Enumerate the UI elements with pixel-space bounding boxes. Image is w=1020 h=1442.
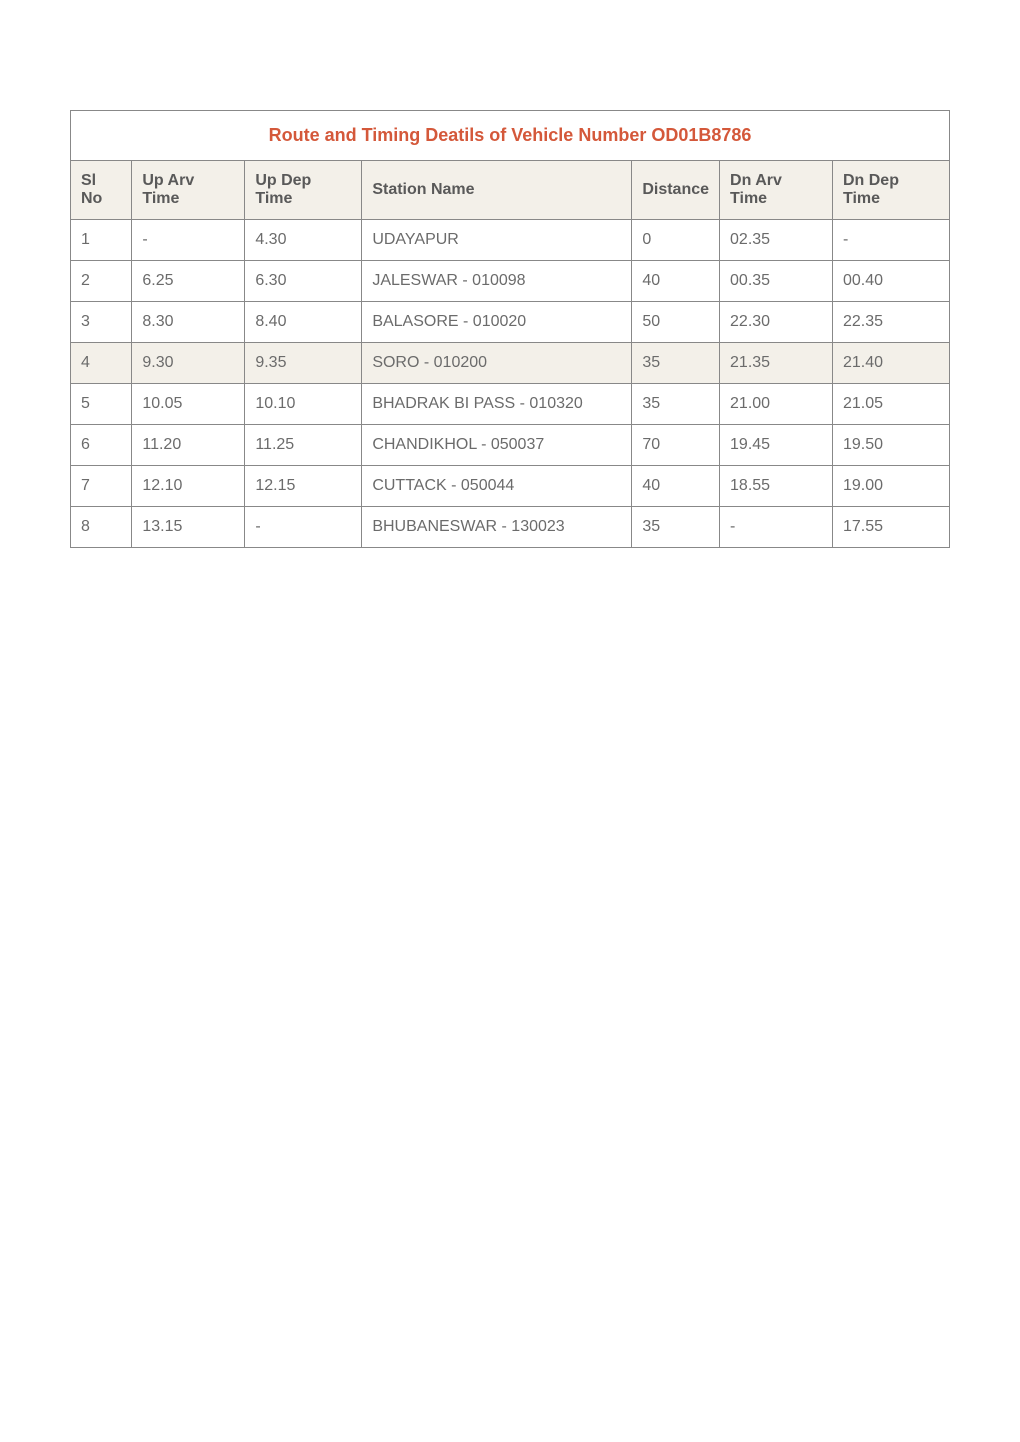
cell-dn_arv: 21.00 xyxy=(720,384,833,425)
table-row: 611.2011.25CHANDIKHOL - 0500377019.4519.… xyxy=(71,425,950,466)
cell-up_dep: - xyxy=(245,507,362,548)
cell-station: SORO - 010200 xyxy=(362,343,632,384)
cell-station: JALESWAR - 010098 xyxy=(362,261,632,302)
col-header-dn-arv: Dn Arv Time xyxy=(720,161,833,220)
col-header-distance: Distance xyxy=(632,161,720,220)
cell-station: CHANDIKHOL - 050037 xyxy=(362,425,632,466)
cell-sl: 5 xyxy=(71,384,132,425)
cell-distance: 0 xyxy=(632,220,720,261)
cell-sl: 7 xyxy=(71,466,132,507)
cell-up_arv: 11.20 xyxy=(132,425,245,466)
table-row: 813.15-BHUBANESWAR - 13002335-17.55 xyxy=(71,507,950,548)
cell-distance: 40 xyxy=(632,261,720,302)
table-row: 49.309.35SORO - 0102003521.3521.40 xyxy=(71,343,950,384)
cell-up_dep: 10.10 xyxy=(245,384,362,425)
cell-up_arv: 13.15 xyxy=(132,507,245,548)
cell-up_dep: 12.15 xyxy=(245,466,362,507)
cell-up_arv: 8.30 xyxy=(132,302,245,343)
table-row: 26.256.30JALESWAR - 0100984000.3500.40 xyxy=(71,261,950,302)
cell-sl: 4 xyxy=(71,343,132,384)
cell-distance: 50 xyxy=(632,302,720,343)
cell-up_arv: 10.05 xyxy=(132,384,245,425)
cell-dn_dep: 21.05 xyxy=(832,384,949,425)
table-title: Route and Timing Deatils of Vehicle Numb… xyxy=(71,111,950,161)
cell-dn_dep: 21.40 xyxy=(832,343,949,384)
cell-station: BALASORE - 010020 xyxy=(362,302,632,343)
route-timing-table: Route and Timing Deatils of Vehicle Numb… xyxy=(70,110,950,548)
col-header-dn-dep: Dn Dep Time xyxy=(832,161,949,220)
cell-station: UDAYAPUR xyxy=(362,220,632,261)
col-header-sl-no: Sl No xyxy=(71,161,132,220)
cell-sl: 1 xyxy=(71,220,132,261)
cell-dn_arv: 22.30 xyxy=(720,302,833,343)
cell-up_dep: 9.35 xyxy=(245,343,362,384)
header-row: Sl No Up Arv Time Up Dep Time Station Na… xyxy=(71,161,950,220)
cell-station: CUTTACK - 050044 xyxy=(362,466,632,507)
cell-up_dep: 11.25 xyxy=(245,425,362,466)
cell-up_arv: 6.25 xyxy=(132,261,245,302)
cell-dn_dep: 22.35 xyxy=(832,302,949,343)
cell-dn_arv: - xyxy=(720,507,833,548)
cell-dn_dep: 19.00 xyxy=(832,466,949,507)
cell-dn_dep: 17.55 xyxy=(832,507,949,548)
col-header-up-dep: Up Dep Time xyxy=(245,161,362,220)
cell-up_dep: 6.30 xyxy=(245,261,362,302)
cell-sl: 3 xyxy=(71,302,132,343)
cell-sl: 8 xyxy=(71,507,132,548)
cell-distance: 35 xyxy=(632,343,720,384)
cell-up_arv: - xyxy=(132,220,245,261)
col-header-up-arv: Up Arv Time xyxy=(132,161,245,220)
table-row: 510.0510.10BHADRAK BI PASS - 0103203521.… xyxy=(71,384,950,425)
cell-up_arv: 12.10 xyxy=(132,466,245,507)
cell-station: BHADRAK BI PASS - 010320 xyxy=(362,384,632,425)
cell-dn_arv: 19.45 xyxy=(720,425,833,466)
col-header-station: Station Name xyxy=(362,161,632,220)
table-row: 38.308.40BALASORE - 0100205022.3022.35 xyxy=(71,302,950,343)
table-row: 712.1012.15CUTTACK - 0500444018.5519.00 xyxy=(71,466,950,507)
cell-distance: 40 xyxy=(632,466,720,507)
cell-distance: 70 xyxy=(632,425,720,466)
cell-station: BHUBANESWAR - 130023 xyxy=(362,507,632,548)
cell-dn_arv: 18.55 xyxy=(720,466,833,507)
title-row: Route and Timing Deatils of Vehicle Numb… xyxy=(71,111,950,161)
cell-dn_dep: - xyxy=(832,220,949,261)
cell-dn_dep: 00.40 xyxy=(832,261,949,302)
cell-up_dep: 8.40 xyxy=(245,302,362,343)
cell-dn_arv: 21.35 xyxy=(720,343,833,384)
cell-dn_arv: 00.35 xyxy=(720,261,833,302)
cell-dn_arv: 02.35 xyxy=(720,220,833,261)
cell-up_arv: 9.30 xyxy=(132,343,245,384)
cell-distance: 35 xyxy=(632,507,720,548)
cell-sl: 2 xyxy=(71,261,132,302)
table-row: 1-4.30UDAYAPUR002.35- xyxy=(71,220,950,261)
cell-dn_dep: 19.50 xyxy=(832,425,949,466)
cell-up_dep: 4.30 xyxy=(245,220,362,261)
cell-distance: 35 xyxy=(632,384,720,425)
cell-sl: 6 xyxy=(71,425,132,466)
